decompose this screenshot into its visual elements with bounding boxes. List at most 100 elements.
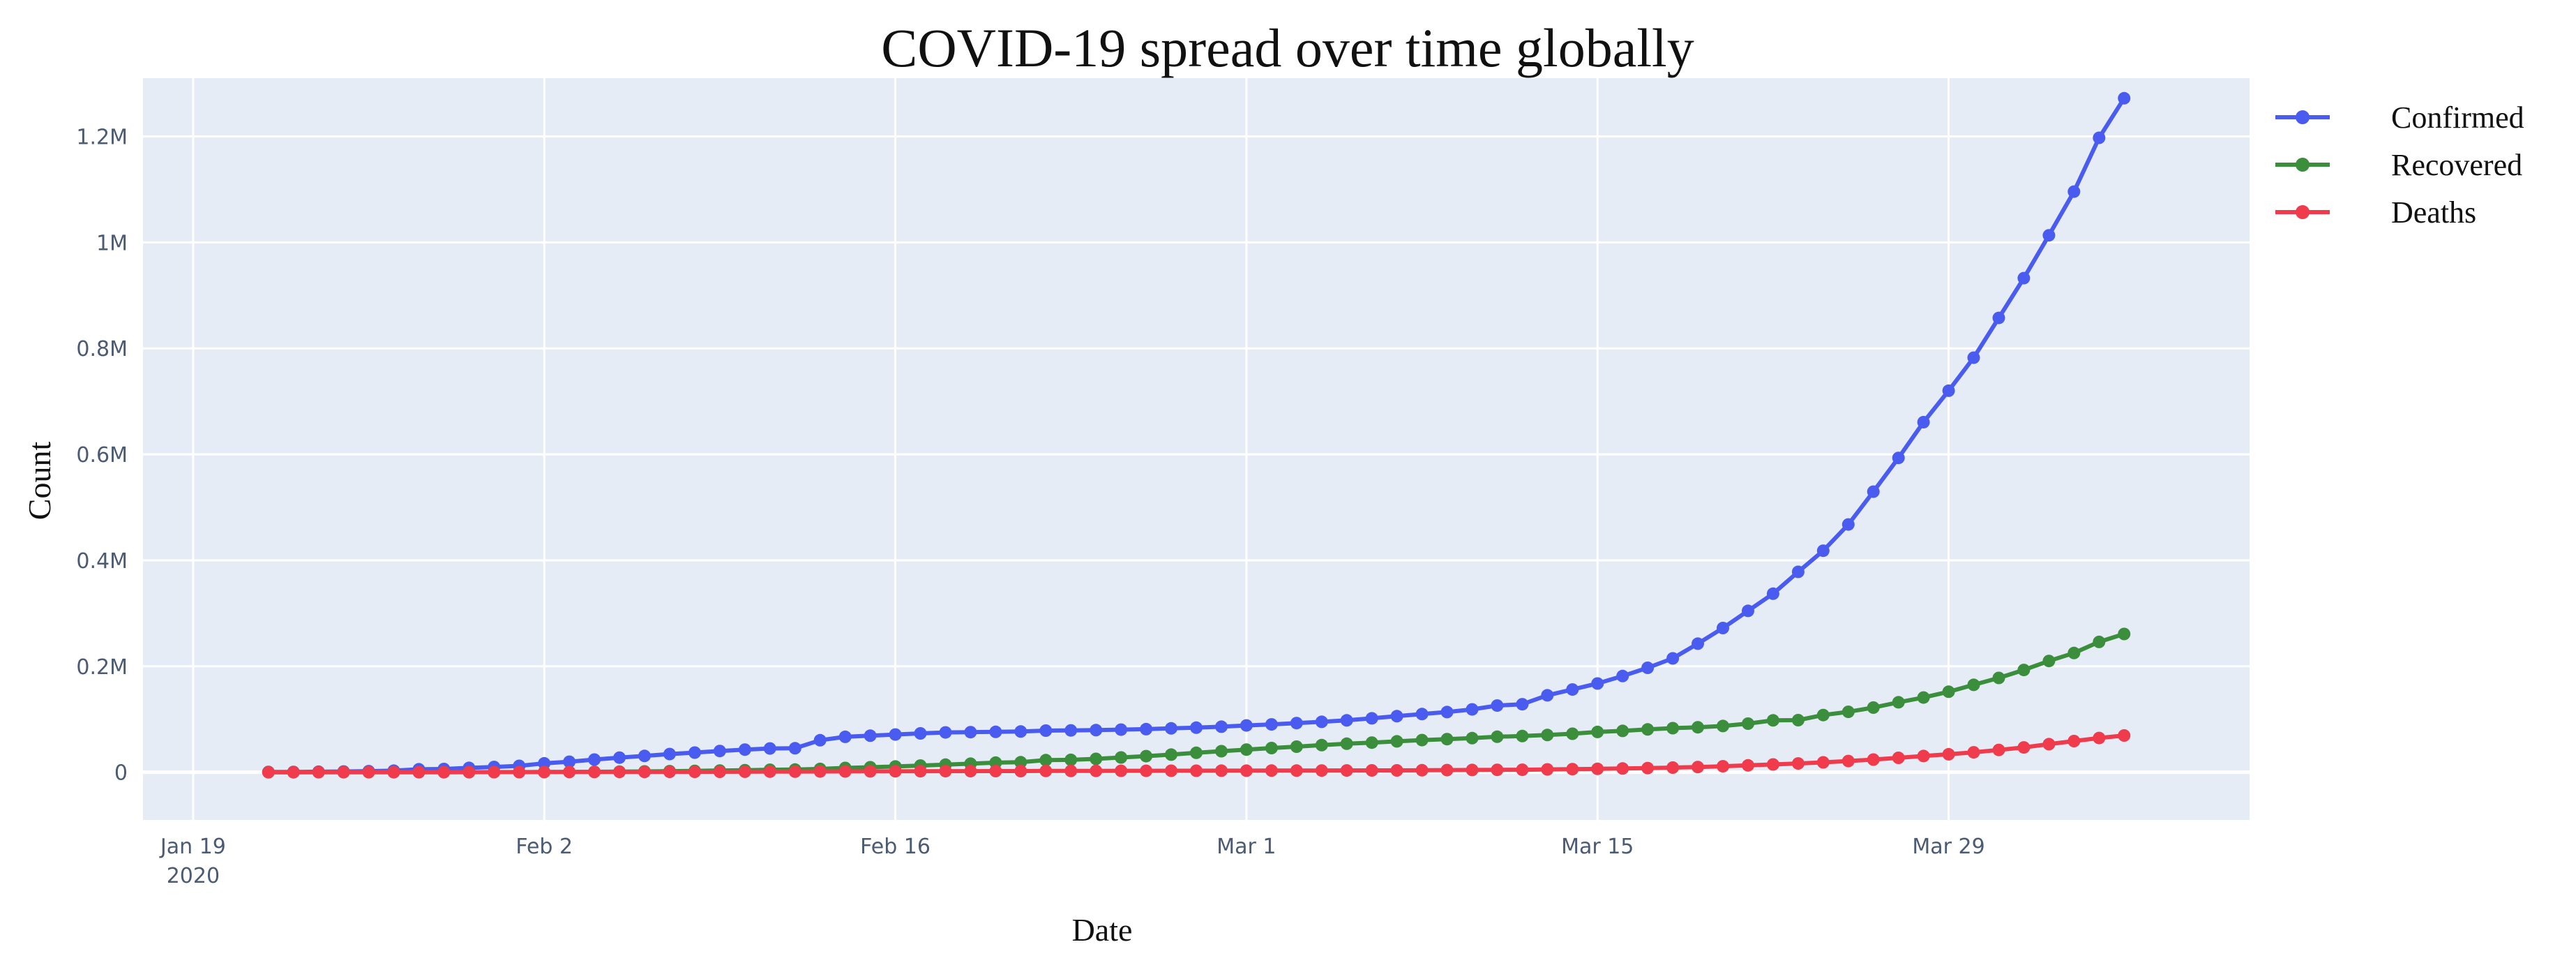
data-point-confirmed <box>864 729 877 742</box>
x-tick-label: Feb 16 <box>860 835 931 859</box>
data-point-deaths <box>1717 760 1729 773</box>
data-point-deaths <box>939 765 952 778</box>
data-point-confirmed <box>1892 451 1905 465</box>
data-point-deaths <box>838 765 852 778</box>
data-point-confirmed <box>563 755 576 768</box>
chart-title: COVID-19 spread over time globally <box>881 17 1694 78</box>
x-axis-title: Date <box>1072 912 1133 948</box>
data-point-recovered <box>1215 745 1228 758</box>
data-point-confirmed <box>1390 710 1403 723</box>
data-point-confirmed <box>638 749 651 763</box>
data-point-deaths <box>437 765 451 779</box>
data-point-recovered <box>1541 729 1554 742</box>
data-point-confirmed <box>1967 351 1980 364</box>
data-point-confirmed <box>1641 662 1655 674</box>
data-point-recovered <box>1064 753 1078 766</box>
data-point-confirmed <box>939 726 952 739</box>
y-tick-label: 1.2M <box>76 126 128 150</box>
data-point-deaths <box>1215 764 1228 777</box>
x-tick-label: Jan 19 <box>159 835 226 859</box>
legend: Confirmed Recovered Deaths <box>2275 100 2524 230</box>
series-layer <box>262 91 2131 779</box>
data-point-deaths <box>2017 741 2031 754</box>
data-point-deaths <box>2118 729 2131 742</box>
data-point-recovered <box>1742 717 1754 730</box>
data-point-confirmed <box>1591 677 1604 690</box>
data-point-deaths <box>1692 761 1704 774</box>
data-point-recovered <box>1591 725 1604 738</box>
data-point-confirmed <box>1692 637 1704 650</box>
data-point-deaths <box>1315 764 1328 777</box>
data-point-confirmed <box>1666 652 1680 665</box>
data-point-recovered <box>1692 721 1704 734</box>
y-tick-label: 0.6M <box>76 443 128 468</box>
data-point-recovered <box>1466 731 1479 745</box>
data-point-deaths <box>1766 758 1779 771</box>
data-point-deaths <box>1516 763 1529 777</box>
data-point-confirmed <box>538 756 551 770</box>
data-point-recovered <box>1717 719 1729 733</box>
data-point-confirmed <box>1466 703 1479 716</box>
data-point-confirmed <box>1942 384 1955 397</box>
legend-swatch-marker <box>2296 158 2310 172</box>
data-point-recovered <box>2067 646 2081 659</box>
data-point-confirmed <box>588 753 601 766</box>
data-point-deaths <box>462 765 476 779</box>
data-point-confirmed <box>1566 683 1579 696</box>
data-point-recovered <box>1766 714 1779 727</box>
data-point-recovered <box>1892 696 1905 709</box>
data-point-confirmed <box>738 743 751 756</box>
y-tick-label: 0 <box>114 761 128 786</box>
data-point-recovered <box>1992 671 2005 685</box>
data-point-deaths <box>1867 753 1880 766</box>
data-point-confirmed <box>838 730 852 743</box>
data-point-recovered <box>1616 724 1629 738</box>
data-point-confirmed <box>1265 718 1278 731</box>
data-point-recovered <box>1666 722 1680 735</box>
data-point-confirmed <box>813 733 827 747</box>
data-point-recovered <box>2093 635 2106 648</box>
data-point-deaths <box>2093 731 2106 745</box>
data-point-deaths <box>1390 764 1403 777</box>
data-point-recovered <box>2118 627 2131 641</box>
data-point-confirmed <box>1215 720 1228 733</box>
data-point-confirmed <box>663 747 676 761</box>
data-point-recovered <box>1165 748 1177 761</box>
data-point-confirmed <box>2118 91 2131 105</box>
data-point-recovered <box>1290 740 1303 753</box>
data-point-confirmed <box>889 728 902 741</box>
data-point-confirmed <box>1140 722 1153 735</box>
x-tick-label: Feb 2 <box>515 835 573 859</box>
data-point-deaths <box>813 765 827 778</box>
data-point-deaths <box>1190 764 1203 777</box>
data-point-deaths <box>1165 764 1177 777</box>
data-point-confirmed <box>2042 229 2056 242</box>
data-point-deaths <box>1992 743 2005 756</box>
data-point-deaths <box>2042 738 2056 751</box>
x-axis: Jan 19 2020 Feb 2 Feb 16 Mar 1 Mar 15 Mar 29 <box>159 835 1985 888</box>
data-point-recovered <box>1440 733 1454 746</box>
data-point-deaths <box>1340 764 1353 777</box>
data-point-confirmed <box>763 742 776 755</box>
data-point-deaths <box>588 765 601 779</box>
data-point-deaths <box>362 765 375 779</box>
y-tick-label: 0.4M <box>76 549 128 574</box>
data-point-deaths <box>513 765 526 779</box>
data-point-deaths <box>1491 763 1504 777</box>
data-point-recovered <box>2042 655 2056 668</box>
data-point-confirmed <box>1365 712 1378 725</box>
y-tick-label: 0.2M <box>76 655 128 680</box>
legend-item-deaths: Deaths <box>2275 195 2476 230</box>
data-point-deaths <box>1666 761 1680 774</box>
data-point-confirmed <box>1115 723 1128 736</box>
data-point-recovered <box>1917 691 1930 704</box>
legend-label: Recovered <box>2391 148 2522 182</box>
data-point-confirmed <box>2093 131 2106 144</box>
data-point-deaths <box>1466 763 1479 777</box>
data-point-deaths <box>2067 735 2081 747</box>
data-point-confirmed <box>1742 604 1754 618</box>
data-point-deaths <box>1415 763 1429 777</box>
data-point-confirmed <box>1867 485 1880 498</box>
data-point-confirmed <box>713 745 726 758</box>
data-point-confirmed <box>914 727 927 740</box>
